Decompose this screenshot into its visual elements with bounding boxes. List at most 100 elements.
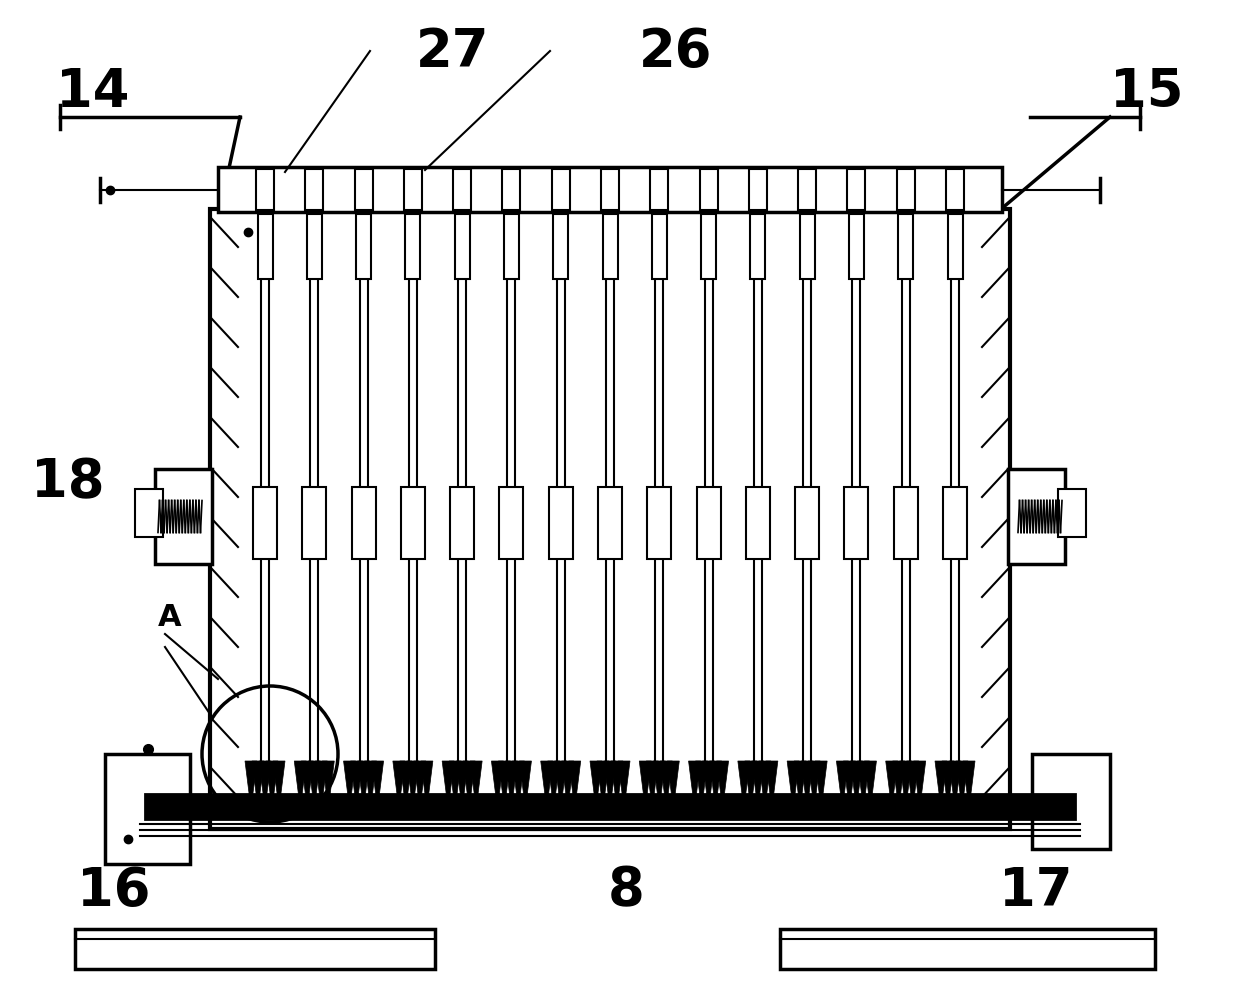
Polygon shape	[738, 761, 750, 809]
Bar	[603, 215, 618, 279]
Polygon shape	[294, 761, 306, 809]
Bar	[897, 170, 915, 211]
Polygon shape	[343, 761, 356, 809]
Text: 26: 26	[639, 26, 713, 78]
Polygon shape	[309, 761, 320, 809]
Bar	[701, 215, 715, 279]
Polygon shape	[246, 761, 257, 809]
Text: 15: 15	[1110, 66, 1184, 117]
Polygon shape	[443, 761, 454, 809]
Polygon shape	[414, 761, 425, 809]
Polygon shape	[667, 761, 680, 809]
Polygon shape	[942, 761, 954, 809]
Polygon shape	[357, 761, 370, 809]
Polygon shape	[949, 761, 961, 809]
Polygon shape	[464, 761, 475, 809]
Polygon shape	[843, 761, 856, 809]
Bar	[898, 215, 913, 279]
Bar	[450, 487, 474, 560]
Text: 16: 16	[77, 864, 151, 915]
Polygon shape	[372, 761, 383, 809]
Polygon shape	[449, 761, 461, 809]
Bar	[849, 215, 864, 279]
Polygon shape	[914, 761, 926, 809]
Polygon shape	[322, 761, 335, 809]
Bar	[401, 487, 425, 560]
Bar	[305, 170, 324, 211]
Bar	[795, 487, 820, 560]
Polygon shape	[491, 761, 503, 809]
Bar	[306, 215, 322, 279]
Polygon shape	[956, 761, 968, 809]
Polygon shape	[267, 761, 278, 809]
Polygon shape	[864, 761, 877, 809]
Bar	[1058, 489, 1086, 538]
Bar	[255, 170, 274, 211]
Bar	[800, 215, 815, 279]
Bar	[647, 487, 671, 560]
Bar	[105, 754, 190, 864]
Bar	[74, 929, 435, 969]
Polygon shape	[407, 761, 419, 809]
Polygon shape	[660, 761, 672, 809]
Bar	[894, 487, 918, 560]
Polygon shape	[696, 761, 708, 809]
Text: 27: 27	[415, 26, 490, 78]
Polygon shape	[885, 761, 898, 809]
Bar	[500, 487, 523, 560]
Polygon shape	[808, 761, 820, 809]
Bar	[503, 215, 518, 279]
Bar	[699, 170, 718, 211]
Bar	[697, 487, 720, 560]
Polygon shape	[596, 761, 609, 809]
Bar	[135, 489, 162, 538]
Bar	[552, 170, 569, 211]
Polygon shape	[963, 761, 975, 809]
Bar	[844, 487, 868, 560]
Bar	[750, 215, 765, 279]
Polygon shape	[554, 761, 567, 809]
Polygon shape	[351, 761, 362, 809]
Polygon shape	[759, 761, 771, 809]
Polygon shape	[906, 761, 919, 809]
Polygon shape	[851, 761, 863, 809]
Polygon shape	[569, 761, 580, 809]
Bar	[942, 487, 967, 560]
Polygon shape	[688, 761, 701, 809]
Polygon shape	[611, 761, 622, 809]
Bar	[502, 170, 521, 211]
Bar	[549, 487, 573, 560]
Bar	[405, 215, 420, 279]
Text: 8: 8	[608, 864, 645, 915]
Bar	[553, 215, 568, 279]
Bar	[303, 487, 326, 560]
Bar	[218, 168, 1002, 213]
Bar	[1032, 754, 1110, 849]
Bar	[355, 170, 372, 211]
Polygon shape	[520, 761, 532, 809]
Polygon shape	[498, 761, 511, 809]
Polygon shape	[787, 761, 799, 809]
Polygon shape	[456, 761, 469, 809]
Polygon shape	[470, 761, 482, 809]
Bar	[356, 215, 371, 279]
Polygon shape	[857, 761, 869, 809]
Text: 17: 17	[998, 864, 1073, 915]
Polygon shape	[640, 761, 651, 809]
Polygon shape	[506, 761, 517, 809]
Polygon shape	[751, 761, 764, 809]
Text: 18: 18	[31, 456, 105, 508]
Polygon shape	[717, 761, 729, 809]
Bar	[745, 487, 770, 560]
Bar	[780, 929, 1154, 969]
Bar	[253, 487, 277, 560]
Polygon shape	[766, 761, 777, 809]
Polygon shape	[399, 761, 412, 809]
Bar	[455, 215, 470, 279]
Polygon shape	[815, 761, 827, 809]
Polygon shape	[393, 761, 404, 809]
Polygon shape	[703, 761, 714, 809]
Polygon shape	[259, 761, 272, 809]
Polygon shape	[590, 761, 601, 809]
Polygon shape	[273, 761, 285, 809]
